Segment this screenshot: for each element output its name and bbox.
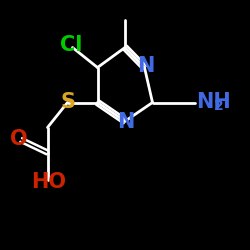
Text: HO: HO	[31, 172, 66, 193]
Text: N: N	[137, 56, 154, 76]
Text: O: O	[10, 129, 28, 149]
Text: N: N	[118, 112, 135, 132]
Text: 2: 2	[214, 99, 224, 113]
Text: Cl: Cl	[60, 35, 82, 55]
Text: S: S	[60, 92, 75, 112]
Text: NH: NH	[196, 92, 231, 112]
